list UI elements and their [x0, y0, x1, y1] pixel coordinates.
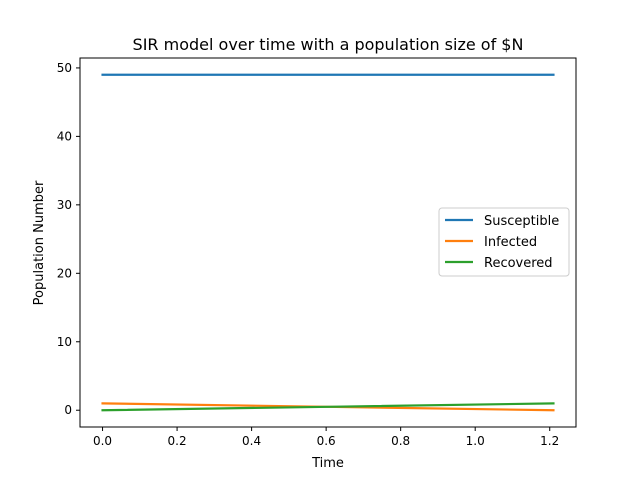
legend-label-susceptible: Susceptible — [484, 214, 559, 229]
x-tick-label: 0.2 — [168, 434, 187, 448]
x-tick-label: 0.4 — [242, 434, 261, 448]
series-line-recovered — [101, 402, 555, 412]
legend-label-infected: Infected — [484, 235, 537, 250]
y-tick-label: 0 — [64, 403, 72, 417]
x-tick-label: 0.0 — [93, 434, 112, 448]
y-axis: 0 10 20 30 40 50 — [57, 61, 80, 417]
y-tick-label: 20 — [57, 266, 72, 280]
y-tick-label: 30 — [57, 198, 72, 212]
x-axis: 0.0 0.2 0.4 0.6 0.8 1.0 1.2 — [93, 427, 559, 448]
y-tick-label: 50 — [57, 61, 72, 75]
x-axis-label: Time — [311, 456, 344, 471]
y-tick-label: 10 — [57, 335, 72, 349]
x-tick-label: 0.6 — [317, 434, 336, 448]
legend-box — [438, 207, 570, 277]
legend-label-recovered: Recovered — [484, 256, 553, 271]
legend: Susceptible Infected Recovered — [438, 207, 570, 277]
y-tick-label: 40 — [57, 129, 72, 143]
series-layer — [101, 73, 555, 412]
x-tick-label: 1.2 — [540, 434, 559, 448]
x-tick-label: 0.8 — [391, 434, 410, 448]
x-tick-label: 1.0 — [466, 434, 485, 448]
chart-title: SIR model over time with a population si… — [133, 35, 524, 54]
y-axis-label: Population Number — [32, 180, 47, 305]
plot-frame — [79, 57, 577, 428]
